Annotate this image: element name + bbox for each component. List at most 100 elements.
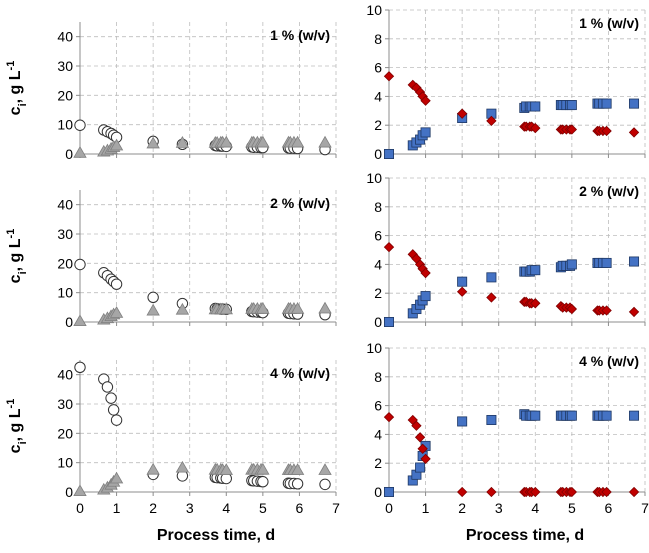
y-tick-label: 30 <box>57 226 73 242</box>
panel-left-bottom: 0 10 20 30 40 0 1 2 3 4 5 6 7 Process time, d ci, g L-… <box>5 360 340 544</box>
y-tick-label: 2 <box>374 117 382 133</box>
data-point-diamond <box>530 122 541 134</box>
y-tick-label: 0 <box>374 146 382 162</box>
data-point-diamond <box>411 420 422 431</box>
y-tick-label: 6 <box>374 398 382 414</box>
panel-right-top: 0 2 4 6 8 10 1 % (w/v) <box>366 2 646 162</box>
series-triangle <box>73 460 332 497</box>
data-point-circle <box>319 478 331 491</box>
data-point-triangle <box>109 306 124 318</box>
x-axis-title: Process time, d <box>157 527 275 544</box>
data-point-diamond <box>383 71 395 82</box>
y-tick-label: 4 <box>374 88 382 104</box>
data-point-circle <box>147 291 159 304</box>
data-point-triangle <box>219 302 233 315</box>
data-point-diamond <box>566 486 578 498</box>
data-point-triangle <box>256 462 270 475</box>
panel-right-bottom: 0 2 4 6 8 10 0 1 2 3 4 5 6 7 Process time, d 4 % (w/v) <box>366 340 649 544</box>
data-point-triangle <box>219 463 233 475</box>
x-tick-label: 6 <box>296 500 304 516</box>
x-tick-label: 1 <box>422 500 430 516</box>
x-tick-label: 4 <box>531 500 539 516</box>
data-point-diamond <box>486 115 497 127</box>
data-point-diamond <box>601 305 612 316</box>
y-tick-label: 0 <box>65 484 73 500</box>
data-point-diamond <box>456 108 468 119</box>
data-point-circle <box>74 258 86 271</box>
data-point-circle <box>105 392 117 404</box>
x-tick-label: 4 <box>222 500 230 516</box>
data-point-square <box>420 291 431 302</box>
data-point-diamond <box>486 292 497 303</box>
y-tick-label: 0 <box>374 314 382 330</box>
data-point-triangle <box>175 302 190 315</box>
data-point-diamond <box>628 127 640 138</box>
data-point-square <box>601 98 612 109</box>
data-point-triangle <box>175 136 190 148</box>
y-tick-label: 20 <box>57 255 73 271</box>
y-tick-label: 40 <box>57 29 73 45</box>
x-tick-label: 0 <box>385 500 393 516</box>
data-point-triangle <box>109 471 124 484</box>
y-axis-title: ci, g L-1 <box>5 399 29 454</box>
y-tick-label: 10 <box>366 2 382 18</box>
series-square <box>383 409 640 497</box>
x-tick-label: 2 <box>149 500 157 516</box>
panel-left-top: 0 10 20 30 40 ci, g L-1 1 % (w/v) <box>5 22 337 162</box>
data-point-square <box>566 259 577 270</box>
data-point-diamond <box>566 124 578 135</box>
data-point-circle <box>101 381 114 393</box>
data-point-triangle <box>256 135 270 148</box>
data-point-triangle <box>73 146 87 158</box>
data-point-circle <box>110 278 123 290</box>
data-point-triangle <box>146 462 160 475</box>
data-point-diamond <box>601 125 612 137</box>
series-diamond <box>383 411 640 498</box>
y-tick-label: 40 <box>57 367 73 383</box>
y-tick-label: 40 <box>57 197 73 213</box>
data-point-diamond <box>486 486 497 498</box>
data-point-circle <box>291 478 304 490</box>
data-point-circle <box>107 404 120 416</box>
data-point-triangle <box>290 463 305 475</box>
data-point-square <box>601 257 612 268</box>
y-tick-label: 10 <box>366 340 382 356</box>
series-triangle <box>73 301 332 327</box>
data-point-diamond <box>414 432 426 443</box>
panel-left-middle: 0 10 20 30 40 ci, g L-1 2 % (w/v) <box>5 190 337 330</box>
data-point-triangle <box>256 301 270 314</box>
panel-label: 2 % (w/v) <box>270 195 330 211</box>
y-axis-title: ci, g L-1 <box>5 229 29 284</box>
y-tick-label: 30 <box>57 58 73 74</box>
data-point-triangle <box>290 301 305 314</box>
y-tick-label: 6 <box>374 60 382 76</box>
data-point-square <box>530 101 541 112</box>
data-point-diamond <box>456 286 468 297</box>
data-point-diamond <box>383 411 395 423</box>
y-tick-label: 8 <box>374 199 382 215</box>
data-point-square <box>420 127 431 138</box>
data-point-square <box>383 316 394 327</box>
data-point-square <box>383 486 394 497</box>
x-tick-label: 1 <box>113 500 121 516</box>
data-point-diamond <box>628 486 640 498</box>
y-tick-label: 0 <box>374 484 382 500</box>
x-tick-label: 5 <box>259 500 267 516</box>
y-tick-label: 10 <box>57 285 73 301</box>
x-tick-label: 2 <box>458 500 466 516</box>
y-tick-label: 20 <box>57 87 73 103</box>
data-point-square <box>530 265 541 276</box>
series-circle <box>74 361 331 491</box>
data-point-square <box>457 276 468 287</box>
data-point-triangle <box>146 303 160 316</box>
x-tick-label: 7 <box>332 500 340 516</box>
x-tick-label: 3 <box>186 500 194 516</box>
data-point-diamond <box>566 303 578 315</box>
data-point-circle <box>257 476 269 488</box>
data-point-diamond <box>383 241 395 253</box>
y-tick-label: 0 <box>65 146 73 162</box>
y-tick-label: 10 <box>57 455 73 471</box>
x-tick-label: 3 <box>495 500 503 516</box>
data-point-triangle <box>318 463 332 475</box>
